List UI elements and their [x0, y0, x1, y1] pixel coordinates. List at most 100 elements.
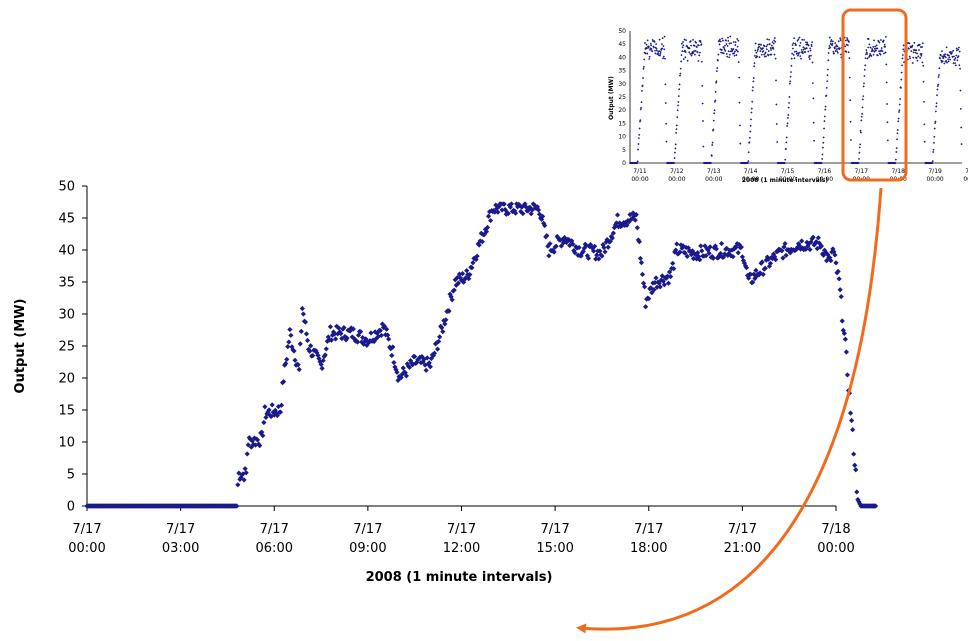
inset-y-tick-label: 25 [618, 94, 626, 101]
inset-data-point [736, 50, 740, 53]
inset-data-point [916, 59, 919, 62]
inset-data-point [658, 50, 661, 53]
inset-data-point [722, 52, 725, 55]
data-point [464, 267, 470, 274]
inset-data-point [784, 158, 787, 161]
inset-data-point [734, 48, 738, 51]
data-point [610, 230, 616, 236]
data-point [710, 255, 716, 261]
inset-data-point [902, 44, 905, 47]
inset-data-point [664, 83, 667, 86]
inset-data-point [785, 136, 788, 139]
inset-data-point [862, 95, 865, 98]
inset-data-point [952, 62, 955, 65]
data-point [854, 489, 860, 495]
data-point [456, 271, 463, 277]
inset-data-point [811, 81, 815, 85]
inset-data-point [680, 42, 683, 45]
main-x-tick-label: 7/17 [260, 522, 289, 537]
data-point [307, 348, 313, 354]
inset-data-point [729, 42, 733, 45]
inset-data-point [636, 148, 640, 151]
inset-data-point [900, 64, 904, 67]
inset-data-point [655, 47, 658, 50]
inset-data-point [954, 57, 957, 60]
data-point [808, 239, 814, 245]
inset-data-point [789, 80, 792, 83]
inset-data-point [878, 41, 881, 44]
inset-data-point [838, 47, 841, 50]
data-point [269, 402, 275, 408]
inset-data-point [690, 54, 693, 57]
data-point [278, 402, 285, 408]
inset-data-point [839, 53, 843, 56]
inset-x-tick-label: 00:00 [779, 176, 796, 183]
inset-data-point [847, 51, 850, 54]
inset-data-point [857, 161, 860, 165]
inset-data-point [953, 58, 956, 62]
inset-y-tick-label: 0 [622, 160, 626, 167]
data-point [488, 217, 494, 224]
inset-data-point [867, 37, 870, 41]
data-point [439, 325, 445, 331]
inset-data-point [822, 141, 825, 144]
data-point [485, 213, 492, 219]
data-point [769, 255, 776, 262]
inset-data-point [691, 38, 695, 41]
inset-data-point [776, 140, 779, 144]
inset-data-point [662, 55, 665, 58]
data-point [320, 357, 326, 364]
inset-data-point [833, 47, 836, 50]
inset-data-point [747, 151, 750, 154]
inset-data-point [766, 43, 769, 46]
data-point [355, 332, 362, 338]
data-point [574, 245, 580, 251]
inset-data-point [826, 68, 829, 71]
data-point [658, 277, 664, 283]
data-point [851, 451, 857, 457]
inset-data-point [638, 120, 642, 123]
inset-data-point [845, 43, 848, 46]
data-point [268, 413, 274, 420]
main-x-tick-label: 00:00 [68, 541, 105, 556]
data-point [570, 241, 576, 247]
inset-data-point [790, 64, 793, 67]
inset-data-point [701, 119, 705, 123]
inset-data-point [636, 161, 639, 165]
data-point [734, 241, 740, 247]
inset-data-point [642, 65, 645, 68]
inset-y-tick-label: 5 [622, 147, 626, 154]
data-point [237, 476, 243, 483]
inset-data-point [952, 49, 955, 52]
data-point [426, 360, 432, 366]
inset-data-point [732, 47, 735, 51]
inset-data-point [700, 43, 703, 46]
inset-data-point [898, 109, 901, 112]
data-point [585, 255, 592, 261]
inset-data-point [653, 40, 656, 43]
inset-y-tick-label: 45 [618, 41, 626, 48]
inset-x-tick-label: 7/11 [633, 168, 647, 175]
inset-data-point [825, 86, 828, 89]
data-point [688, 252, 695, 258]
data-point [659, 273, 665, 279]
inset-data-point [953, 61, 957, 65]
inset-data-point [734, 43, 737, 47]
data-point [807, 246, 813, 253]
inset-data-point [957, 48, 960, 51]
inset-data-point [647, 46, 650, 49]
inset-data-point [948, 56, 951, 59]
inset-data-point [757, 46, 760, 49]
inset-data-point [786, 124, 789, 127]
inset-data-point [829, 46, 832, 49]
inset-data-point [649, 47, 652, 50]
inset-data-point [849, 120, 852, 123]
inset-data-point [810, 43, 813, 46]
inset-data-point [909, 57, 912, 60]
data-point [707, 244, 713, 250]
inset-data-point [754, 56, 758, 59]
inset-data-point [915, 52, 919, 55]
inset-data-point [754, 42, 757, 45]
data-point [837, 287, 843, 293]
data-point [262, 404, 268, 410]
